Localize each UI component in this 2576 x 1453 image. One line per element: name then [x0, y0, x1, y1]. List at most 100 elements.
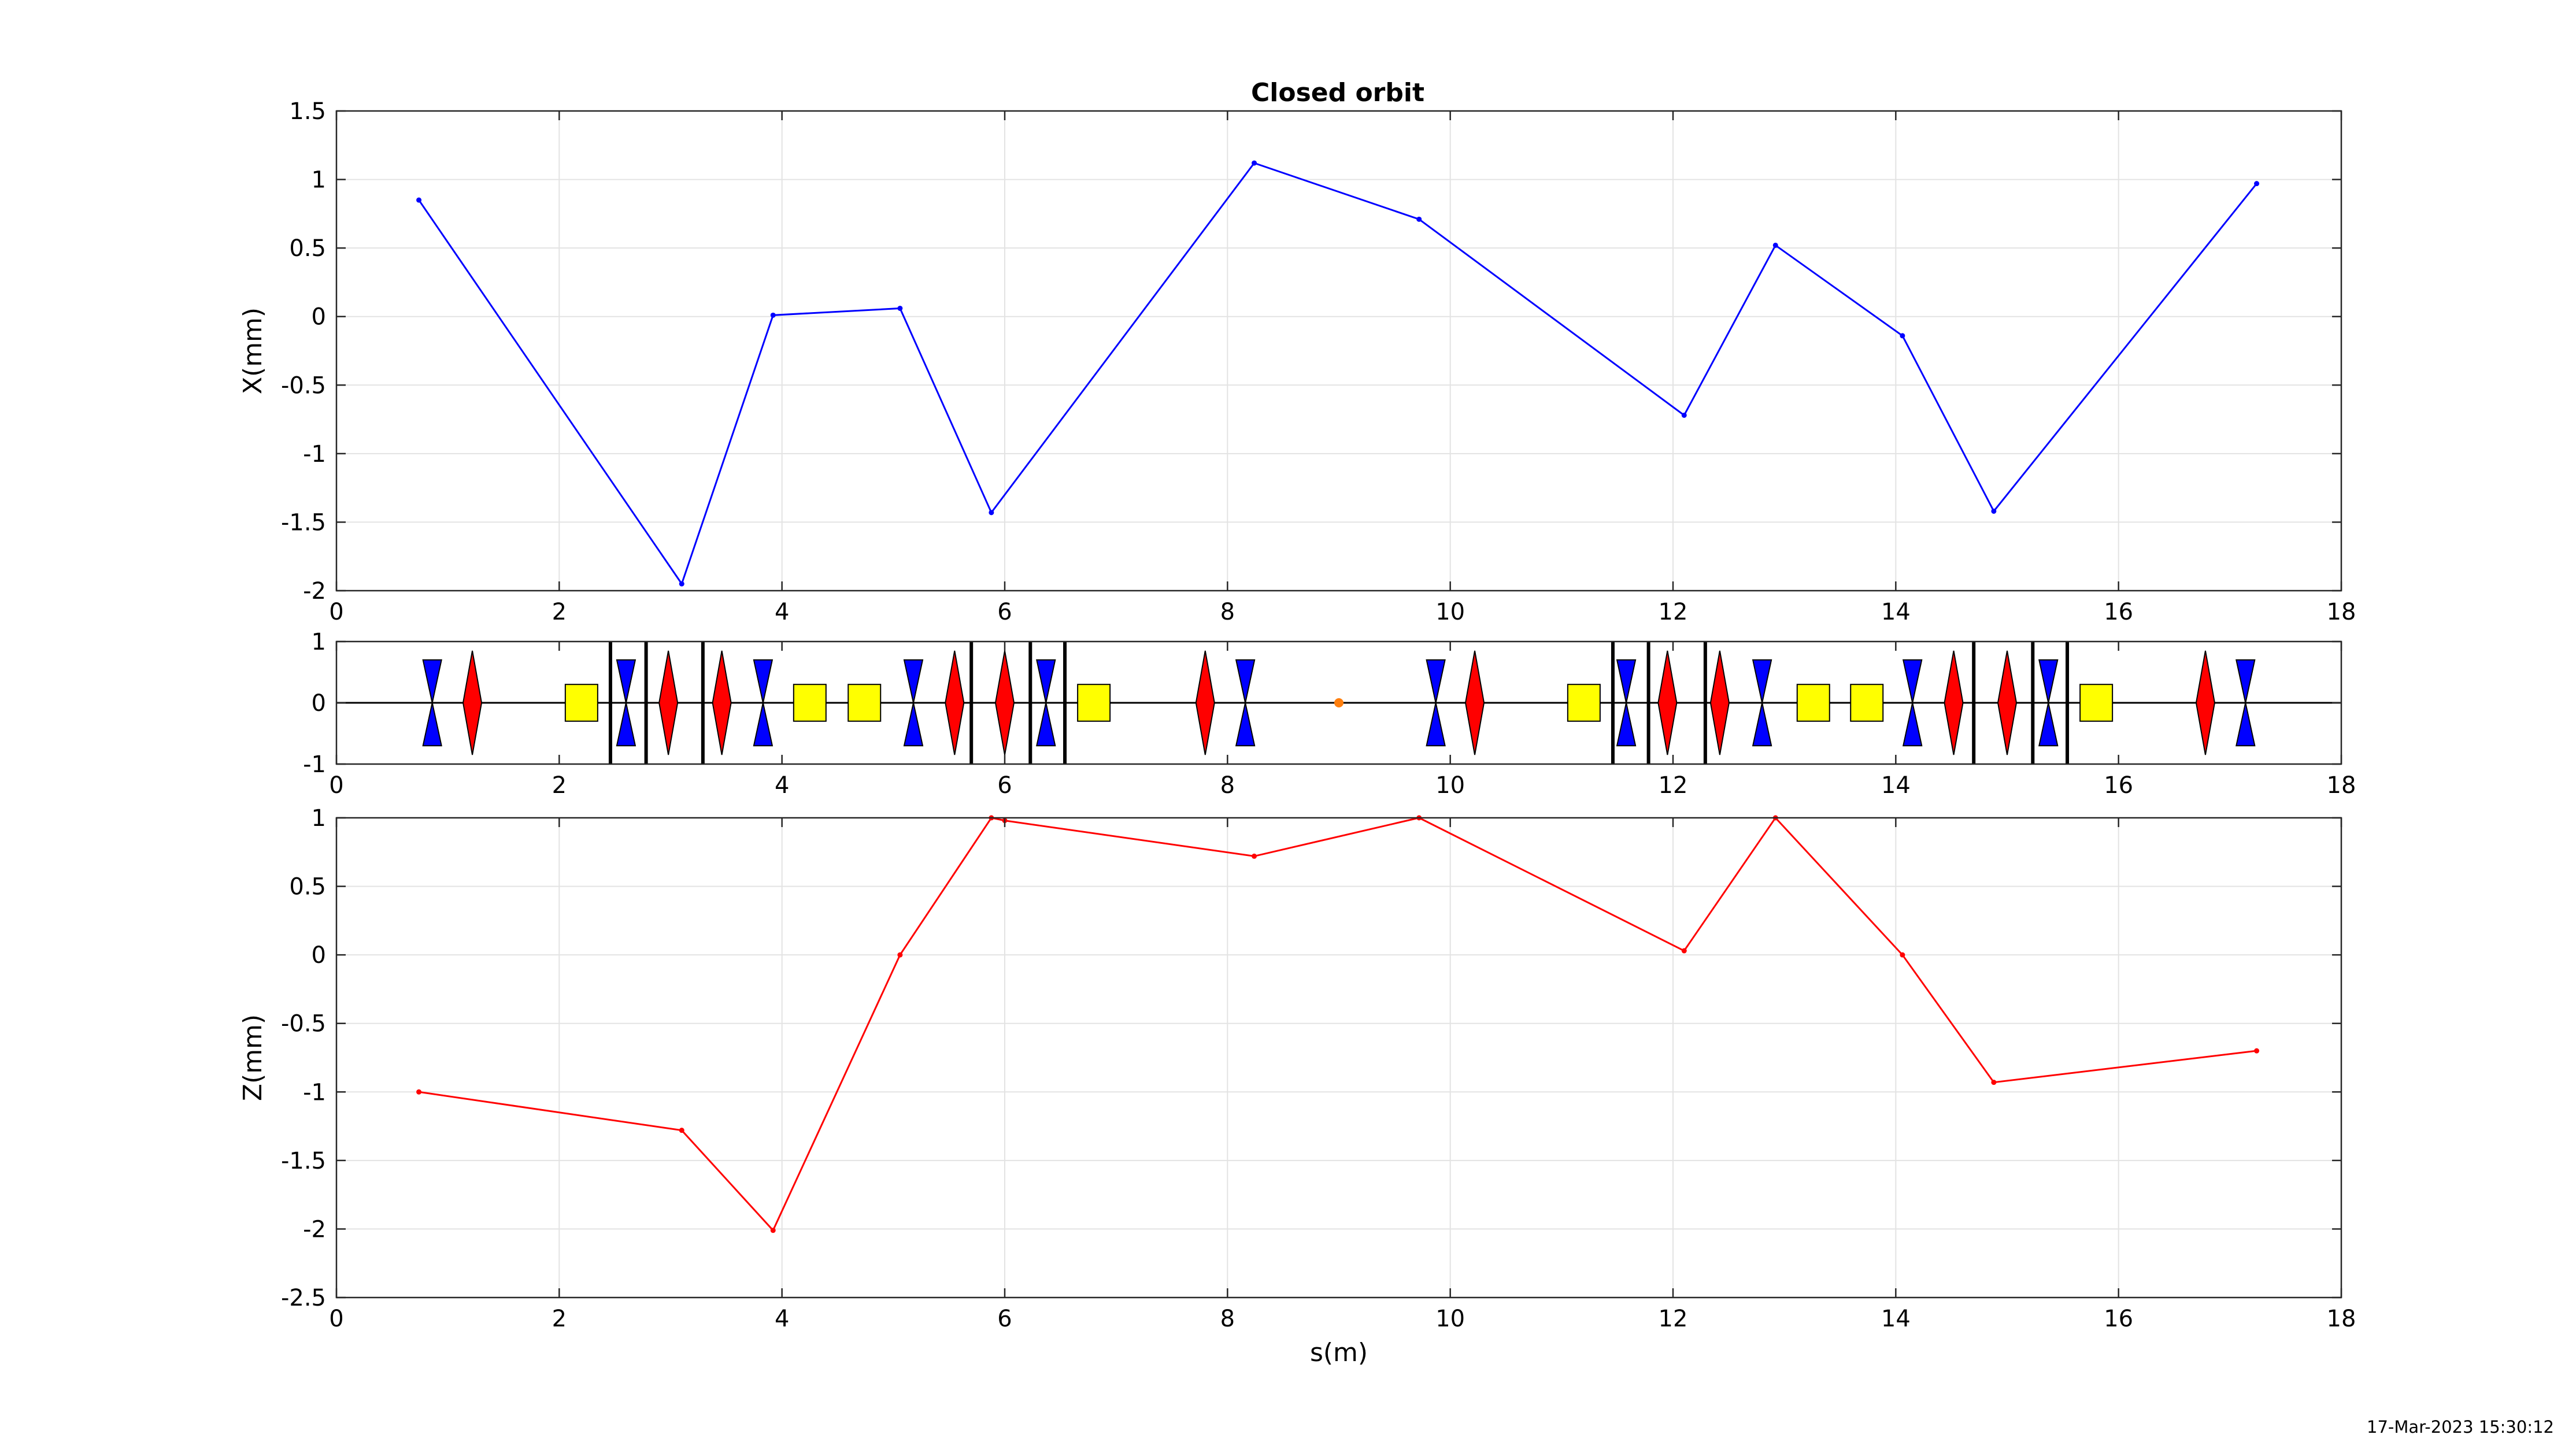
defocusing-quadrupole	[616, 659, 636, 747]
panel1-orbit-point	[1900, 333, 1905, 339]
dipole-magnet	[564, 684, 598, 722]
focusing-quadrupole	[1195, 650, 1215, 755]
panel3-orbit-point	[416, 1089, 422, 1095]
panel3-ytick-label: -2.5	[281, 1285, 326, 1311]
panel2-ytick-label: 0	[312, 690, 326, 717]
panel1-orbit-point	[679, 581, 684, 587]
panel3-ytick-label: 0.5	[289, 874, 326, 900]
panel2-xtick-label: 2	[552, 772, 567, 799]
focusing-quadrupole	[712, 650, 732, 755]
panel2-xtick-label: 8	[1220, 772, 1235, 799]
frame-layer	[335, 110, 2342, 1299]
defocusing-quadrupole	[1036, 659, 1056, 747]
defocusing-quadrupole	[1426, 659, 1446, 747]
defocusing-quadrupole	[753, 659, 773, 747]
panel3-ylabel: Z(mm)	[238, 1014, 268, 1101]
panel1-axes-frame	[335, 110, 2342, 592]
panel3-orbit-point	[2254, 1048, 2260, 1054]
panel1-xtick-label: 14	[1881, 599, 1911, 625]
panel1-ytick-label: 1.5	[289, 98, 326, 125]
dipole-magnet	[1796, 684, 1830, 722]
focusing-quadrupole	[1465, 650, 1485, 755]
panel3-xtick-label: 18	[2327, 1306, 2356, 1332]
panel1-xtick-label: 4	[775, 599, 789, 625]
dipole-magnet	[1567, 684, 1601, 722]
panel1-xtick-label: 18	[2327, 599, 2356, 625]
panel1-ytick-label: -1.5	[281, 509, 326, 536]
panel1-ytick-label: 0.5	[289, 235, 326, 262]
panel3-xtick-label: 12	[1659, 1306, 1688, 1332]
panel2-xtick-label: 10	[1435, 772, 1465, 799]
panel1-ytick-label: -2	[303, 578, 326, 605]
panel3-orbit-point	[679, 1128, 684, 1133]
panel1-orbit-series-line	[418, 162, 2257, 586]
panel1-orbit-point	[1772, 242, 1778, 248]
dipole-magnet	[1850, 684, 1884, 722]
focusing-quadrupole	[1657, 650, 1678, 755]
text-layer: Closed orbit 0 2 4 6 8 10 12 14 16 18-2-1.5-1-0.5…	[238, 78, 2356, 1367]
panel3-ytick-label: -1	[303, 1079, 326, 1106]
dipole-magnet	[793, 684, 827, 722]
panel2-ytick-label: 1	[312, 629, 326, 655]
defocusing-quadrupole	[1752, 659, 1772, 747]
panel2-xtick-label: 14	[1881, 772, 1911, 799]
defocusing-quadrupole	[1616, 659, 1637, 747]
panel3-xtick-label: 14	[1881, 1306, 1911, 1332]
panel2-xtick-label: 4	[775, 772, 789, 799]
panel1-xtick-label: 8	[1220, 599, 1235, 625]
panel1-xtick-label: 16	[2104, 599, 2133, 625]
focusing-quadrupole	[1944, 650, 1964, 755]
panel1-orbit-point	[1991, 508, 1997, 514]
dipole-magnet	[2079, 684, 2114, 722]
panel1-orbit-point	[2254, 181, 2260, 187]
panel3-xtick-label: 8	[1220, 1306, 1235, 1332]
panel3-xlabel: s(m)	[1310, 1338, 1368, 1367]
panel1-ytick-label: 1	[312, 167, 326, 194]
panel3-xtick-label: 16	[2104, 1306, 2133, 1332]
focusing-quadrupole	[2195, 650, 2215, 755]
panel1-orbit-point	[416, 197, 422, 203]
panel3-xtick-label: 10	[1435, 1306, 1465, 1332]
panel2-xtick-label: 6	[997, 772, 1012, 799]
panel3-ytick-label: -0.5	[281, 1011, 326, 1037]
focusing-quadrupole	[658, 650, 679, 755]
panel1-xtick-label: 2	[552, 599, 567, 625]
defocusing-quadrupole	[1902, 659, 1923, 747]
panel1-ytick-label: -1	[303, 441, 326, 468]
panel2-xtick-label: 0	[329, 772, 343, 799]
panel1-orbit-point	[770, 312, 776, 318]
panel1-orbit-point	[1416, 216, 1422, 222]
panel3-orbit-point	[1681, 948, 1687, 954]
defocusing-quadrupole	[422, 659, 442, 747]
panel2-xtick-label: 12	[1659, 772, 1688, 799]
data-layer	[336, 160, 2341, 1233]
panel1-xtick-label: 10	[1435, 599, 1465, 625]
panel1-orbit-point	[1681, 412, 1687, 418]
panel3-orbit-point	[770, 1228, 776, 1233]
panel3-ytick-label: -2	[303, 1216, 326, 1243]
panel3-orbit-point	[1991, 1080, 1997, 1085]
focusing-quadrupole	[1997, 650, 2018, 755]
panel1-orbit-point	[1252, 160, 1257, 166]
panel3-xtick-label: 2	[552, 1306, 567, 1332]
panel3-xtick-label: 0	[329, 1306, 343, 1332]
focusing-quadrupole	[1709, 650, 1730, 755]
panel1-xtick-label: 6	[997, 599, 1012, 625]
panel2-xtick-label: 16	[2104, 772, 2133, 799]
figure-title: Closed orbit	[1251, 78, 1424, 108]
panel2-ytick-label: -1	[303, 751, 326, 778]
dipole-magnet	[847, 684, 882, 722]
panel1-ytick-label: -0.5	[281, 372, 326, 399]
defocusing-quadrupole	[2038, 659, 2059, 747]
panel1-xtick-label: 12	[1659, 599, 1688, 625]
panel1-xtick-label: 0	[329, 599, 343, 625]
panel3-orbit-point	[1252, 853, 1257, 859]
panel3-orbit-point	[1900, 952, 1905, 958]
panel3-axes-frame	[335, 817, 2342, 1299]
panel3-ytick-label: 1	[312, 805, 326, 832]
focusing-quadrupole	[945, 650, 965, 755]
panel3-xtick-label: 6	[997, 1306, 1012, 1332]
panel3-ytick-label: -1.5	[281, 1148, 326, 1174]
